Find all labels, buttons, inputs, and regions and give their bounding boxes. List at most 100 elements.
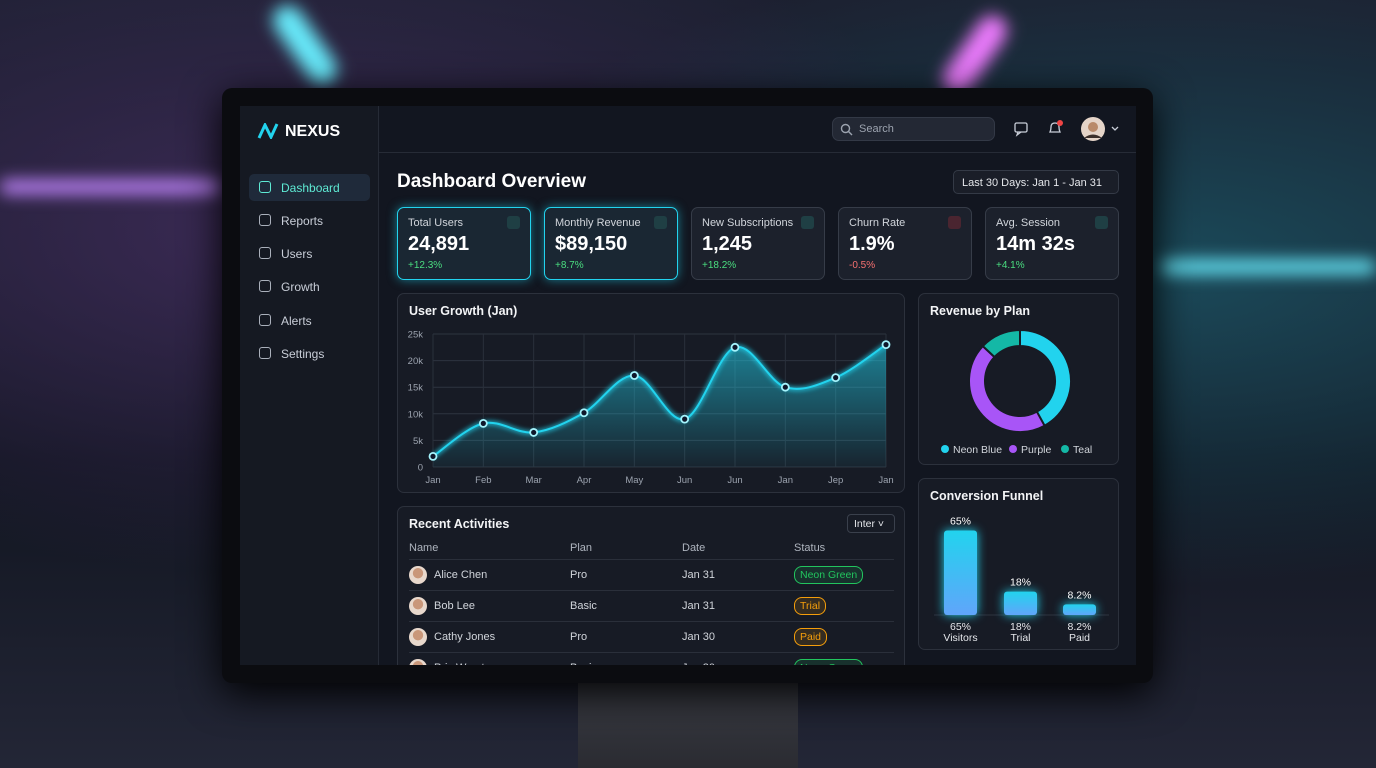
- kpi-value: 1.9%: [849, 233, 895, 255]
- kpi-change: +12.3%: [408, 260, 443, 271]
- value-label: 18%: [1010, 577, 1031, 589]
- nav-item[interactable]: Alerts: [281, 313, 312, 328]
- kpi-card: Churn Rate 1.9% -0.5%: [838, 207, 972, 280]
- avatar: [409, 659, 427, 665]
- sidebar: NEXUS Dashboard Reports Users Growth Alerts S…: [240, 106, 379, 665]
- kpi-value: 24,891: [408, 233, 470, 255]
- nav-item[interactable]: Reports: [281, 213, 324, 228]
- point: [629, 371, 639, 380]
- light: [1160, 260, 1376, 274]
- status-badge: Neon Green: [794, 659, 864, 665]
- avatar: [409, 597, 427, 615]
- cell: Priy Wrost: [434, 662, 485, 665]
- nav-icon: [259, 214, 271, 226]
- value-label: 65%: [950, 516, 971, 528]
- legend-label: Teal: [1073, 444, 1092, 456]
- point: [881, 340, 891, 350]
- logo: NEXUS: [285, 123, 341, 140]
- panel-title: Recent Activities: [409, 517, 510, 531]
- nav-item[interactable]: Settings: [281, 346, 325, 361]
- filter-dropdown[interactable]: Inter ˅: [847, 514, 895, 533]
- bar: [1004, 591, 1037, 615]
- light: [266, 0, 344, 91]
- chart-title: Conversion Funnel: [930, 489, 1044, 503]
- area: [433, 344, 886, 467]
- kpi-change: +4.1%: [996, 260, 1025, 271]
- point: [478, 418, 488, 428]
- cell: Basic: [570, 600, 597, 612]
- light: [936, 9, 1014, 101]
- cell: Bob Lee: [434, 600, 475, 612]
- point: [780, 382, 790, 392]
- bar: [944, 530, 977, 615]
- category-label: Paid: [1069, 632, 1090, 644]
- cell: Jan 30: [682, 662, 715, 665]
- screen: NEXUS Dashboard Reports Users Growth Alerts S…: [240, 106, 1136, 665]
- point: [730, 342, 740, 352]
- legend-swatch: [1061, 445, 1069, 453]
- page-title: Dashboard Overview: [397, 171, 587, 192]
- kpi-value: $89,150: [555, 233, 628, 255]
- slice: [1019, 328, 1072, 428]
- user-avatar[interactable]: [1080, 116, 1122, 142]
- value-label: 65%: [950, 621, 971, 633]
- nav-item[interactable]: Users: [281, 246, 313, 261]
- cell: Alice Chen: [434, 569, 488, 581]
- nav-item[interactable]: Growth: [281, 279, 320, 294]
- monitor-stand: [578, 683, 798, 768]
- kpi-card: Monthly Revenue $89,150 +8.7%: [544, 207, 678, 280]
- y-tick-label: 20k: [408, 356, 424, 367]
- slice: [981, 328, 1021, 359]
- kpi-change: -0.5%: [849, 260, 876, 271]
- messages-icon[interactable]: [1013, 121, 1029, 137]
- column-header: Status: [794, 542, 826, 554]
- chart-title: User Growth (Jan): [409, 304, 518, 318]
- nav-icon: [259, 314, 271, 326]
- point: [579, 408, 589, 418]
- line: [432, 343, 887, 458]
- line-chart: 0 5k 10k 15k 20k 25k Jan Feb Mar Apr May Jun Jun Jan J…: [408, 330, 894, 487]
- cell: Pro: [570, 631, 588, 643]
- kpi-card: New Subscriptions 1,245 +18.2%: [691, 207, 825, 280]
- cell: Jan 31: [682, 569, 716, 581]
- point: [529, 428, 539, 437]
- y-tick-label: 0: [418, 463, 423, 474]
- y-tick-label: 15k: [408, 383, 424, 394]
- kpi-label: Avg. Session: [996, 217, 1061, 229]
- x-tick-label: Jan: [425, 475, 440, 486]
- date-range-picker[interactable]: Last 30 Days: Jan 1 - Jan 31: [953, 170, 1119, 194]
- search-placeholder: Search: [859, 123, 894, 135]
- user-growth-panel: User Growth (Jan) 0 5k 10k 15k 20k 25k Jan Feb M…: [397, 293, 905, 493]
- point: [428, 451, 438, 461]
- avatar: [409, 566, 427, 584]
- nav-icon: [259, 280, 271, 292]
- cell: Pro: [570, 569, 588, 581]
- kpi-value: 14m 32s: [996, 233, 1075, 255]
- kpi-label: New Subscriptions: [702, 217, 794, 229]
- nav-icon: [259, 347, 271, 359]
- slice: [968, 344, 1046, 433]
- kpi-value: 1,245: [702, 233, 753, 255]
- row-divider: [409, 652, 894, 653]
- x-tick-label: Mar: [525, 475, 541, 486]
- category-label: Trial: [1010, 632, 1030, 644]
- value-label: 8.2%: [1068, 589, 1092, 601]
- point: [831, 373, 841, 383]
- row-divider: [409, 559, 894, 560]
- legend-label: Neon Blue: [953, 444, 1002, 456]
- nav-item[interactable]: Dashboard: [249, 174, 370, 201]
- light: [0, 180, 222, 194]
- status-badge: Paid: [794, 628, 828, 646]
- legend-label: Purple: [1021, 444, 1052, 456]
- kpi-label: Total Users: [408, 217, 464, 229]
- nav-icon: [259, 181, 271, 193]
- notifications-icon[interactable]: [1046, 119, 1064, 137]
- kpi-card: Total Users 24,891 +12.3%: [397, 207, 531, 280]
- funnel-panel: Conversion Funnel 65% 65% Visitors 18% 18% Tr…: [918, 478, 1119, 650]
- donut-chart: Neon Blue Purple Teal: [941, 328, 1092, 456]
- x-tick-label: Jun: [727, 475, 742, 486]
- x-tick-label: Jep: [828, 475, 843, 486]
- search-box[interactable]: Search: [832, 117, 995, 141]
- revenue-panel: Revenue by Plan Neon Blue Purple Teal: [918, 293, 1119, 465]
